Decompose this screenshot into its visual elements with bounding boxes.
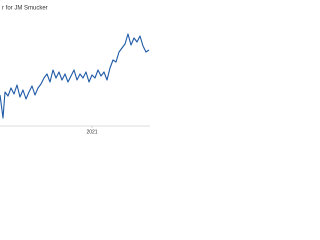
data-line bbox=[0, 33, 150, 119]
x-tick-label: 2021 bbox=[86, 129, 97, 135]
chart-title: r for JM Smucker bbox=[2, 6, 48, 12]
chart: r for JM Smucker 2021 bbox=[0, 6, 150, 135]
